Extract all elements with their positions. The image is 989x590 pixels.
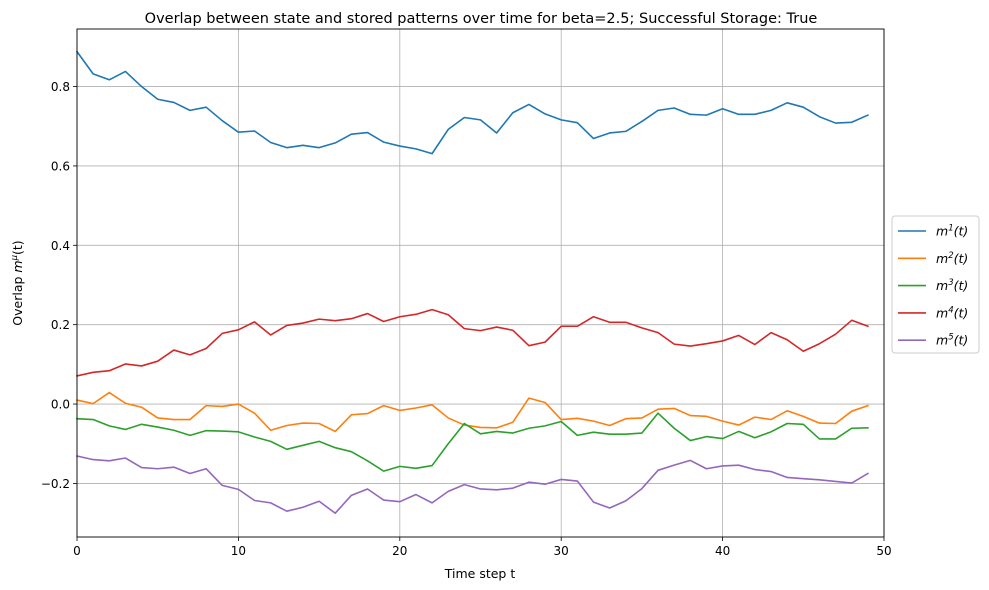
legend-label-m1: m1(t) (936, 224, 968, 239)
x-axis-ticks: 0 10 20 30 40 50 (73, 537, 892, 558)
x-tick-label: 0 (73, 544, 81, 558)
plot-frame (76, 28, 885, 538)
y-tick-label: 0.6 (51, 159, 70, 173)
y-tick-label: 0.0 (51, 398, 70, 412)
y-tick-label: 0.4 (51, 239, 70, 253)
series-line-m5 (76, 455, 869, 514)
series-layer (75, 50, 869, 514)
series-line-m3 (76, 412, 869, 472)
x-tick-label: 50 (876, 544, 891, 558)
legend-label-m5: m5(t) (936, 333, 968, 348)
y-axis-label: Overlap mμ(t) (10, 240, 25, 325)
x-tick-label: 10 (231, 544, 246, 558)
series-line-m4 (76, 308, 869, 377)
legend-label-m4: m4(t) (936, 305, 968, 320)
y-tick-label: 0.2 (51, 318, 70, 332)
legend-label-m2: m2(t) (936, 251, 968, 266)
x-tick-label: 20 (392, 544, 407, 558)
x-tick-label: 40 (715, 544, 730, 558)
y-axis-ticks: −0.2 0.0 0.2 0.4 0.6 0.8 (41, 80, 77, 491)
legend: m1(t) m2(t) m3(t) m4(t) m5(t) (891, 215, 980, 354)
legend-frame (891, 215, 980, 354)
y-tick-label: 0.8 (51, 80, 70, 94)
series-line-m1 (75, 50, 869, 155)
x-tick-label: 30 (554, 544, 569, 558)
x-axis-label: Time step t (444, 566, 516, 581)
chart-title: Overlap between state and stored pattern… (145, 11, 818, 27)
legend-label-m3: m3(t) (936, 278, 968, 293)
series-line-m2 (76, 391, 869, 433)
y-tick-label: −0.2 (41, 477, 70, 491)
